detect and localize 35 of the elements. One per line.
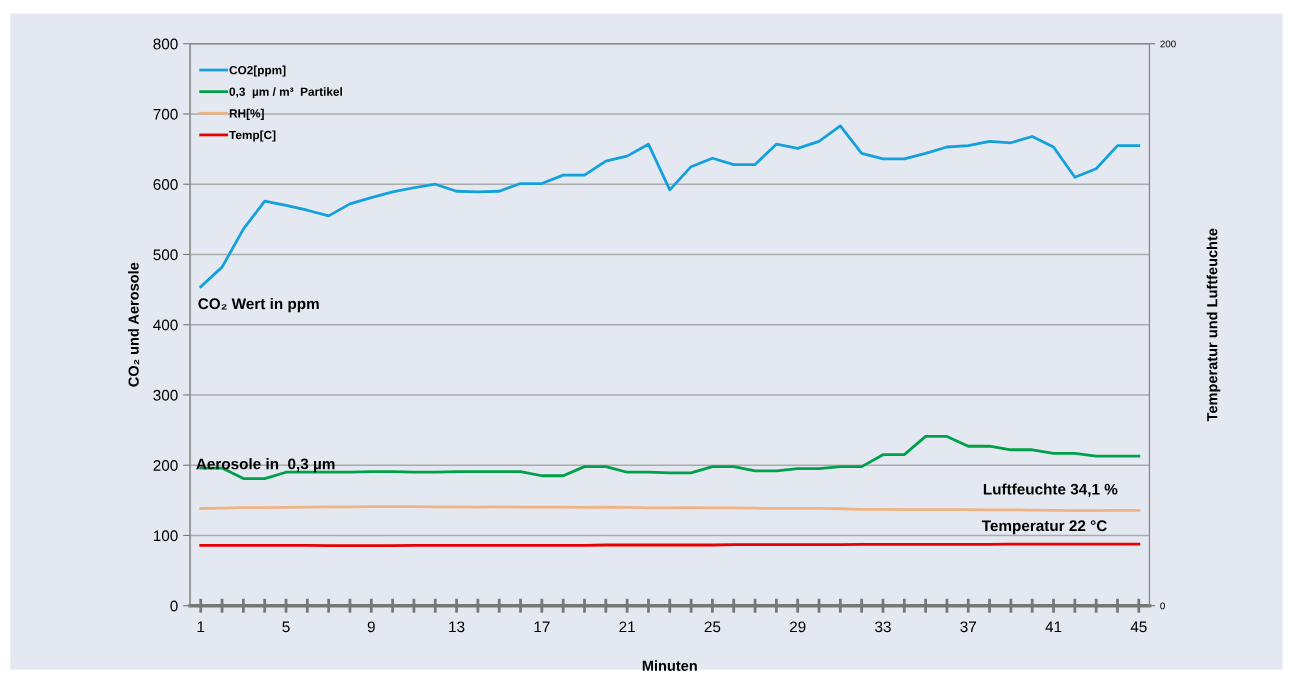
y-tick-label: 400 — [153, 319, 178, 331]
x-tick-label: 21 — [619, 621, 635, 633]
y-tick-label: 0 — [170, 600, 178, 612]
y-tick-label: 700 — [153, 108, 178, 120]
legend-label: CO2[ppm] — [229, 65, 286, 77]
y2-tick-label: 200 — [1160, 40, 1176, 48]
y-tick-label: 300 — [153, 389, 178, 401]
x-tick-label: 5 — [282, 621, 290, 633]
legend-label: 0,3 µm / m³ Partikel — [229, 87, 342, 99]
x-tick-label: 45 — [1130, 621, 1147, 633]
y-tick-label: 200 — [153, 460, 178, 471]
y2-axis-title: Temperatur und Luftfeuchte — [1206, 228, 1221, 422]
legend-label: Temp[C] — [229, 130, 276, 142]
x-axis-title: Minuten — [642, 660, 697, 671]
x-tick-label: 41 — [1045, 621, 1062, 633]
legend-label: RH[%] — [229, 108, 264, 120]
x-tick-label: 17 — [534, 621, 550, 633]
y-tick-label: 800 — [153, 38, 178, 50]
y2-tick-label: 0 — [1160, 602, 1165, 610]
x-tick-label: 33 — [875, 621, 891, 633]
x-tick-label: 1 — [197, 621, 205, 633]
x-tick-label: 29 — [789, 621, 806, 633]
x-tick-label: 37 — [960, 621, 976, 633]
annotation: Aerosole in 0,3 µm — [196, 458, 335, 473]
line-series — [199, 124, 1141, 289]
annotation: Luftfeuchte 34,1 % — [983, 483, 1118, 497]
x-tick-label: 13 — [449, 621, 465, 633]
y-tick-label: 500 — [153, 249, 178, 261]
x-tick-label: 9 — [367, 621, 375, 633]
y-tick-label: 100 — [153, 530, 178, 542]
y-axis-title: CO₂ und Aerosole — [128, 262, 140, 387]
annotation: CO₂ Wert in ppm — [198, 297, 319, 313]
y-tick-label: 600 — [153, 179, 178, 190]
x-tick-label: 25 — [704, 621, 721, 633]
annotation: Temperatur 22 °C — [981, 520, 1107, 535]
